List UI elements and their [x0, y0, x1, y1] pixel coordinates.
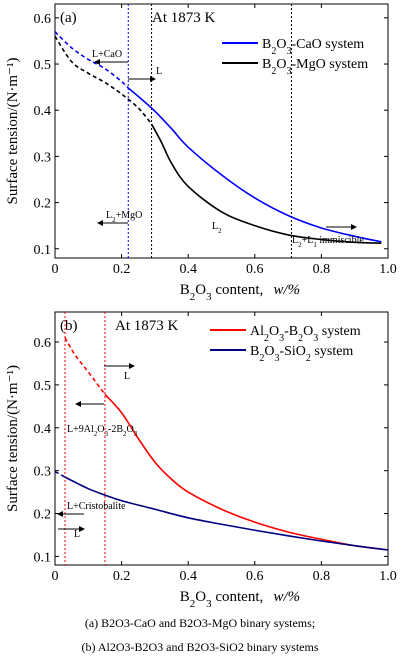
- x-tick-label: 0: [52, 569, 59, 584]
- panel-a: 0 0.2 0.4 0.6 0.8 1.0 0.1 0.2 0.3 0.4 0.5 0.6 B2O3 c…: [5, 3, 397, 303]
- panel-label: (a): [60, 10, 77, 26]
- x-axis-label: B2O3 content,: [180, 589, 264, 610]
- x-tick-label: 0.8: [313, 569, 331, 584]
- y-tick-label: 0.2: [34, 197, 52, 212]
- y-axis-label: Surface tension/(N·m⁻¹): [5, 58, 21, 205]
- legend-label-0: B2O3-CaO system: [262, 37, 364, 57]
- legend-label-0: Al2O3-B2O3 system: [250, 324, 361, 344]
- temperature-annotation: At 1873 K: [115, 318, 179, 334]
- phase-region-label-3: L2: [212, 221, 222, 235]
- series-1-metastable-line: [54, 35, 153, 125]
- x-tick-label: 0.6: [246, 569, 264, 584]
- phase-region-label-3: L: [74, 529, 80, 540]
- plot-frame: [54, 311, 389, 566]
- x-tick-label: 0.8: [313, 262, 331, 277]
- panel-label: (b): [60, 318, 78, 334]
- y-tick-label: 0.5: [34, 58, 52, 73]
- series-1-line: [150, 123, 382, 245]
- phase-region-label-1: L: [156, 66, 162, 77]
- panel-b: 0 0.2 0.4 0.6 0.8 1.0 0.1 0.2 0.3 0.4 0.5 0.6 B2O3 c…: [5, 311, 397, 610]
- temperature-annotation: At 1873 K: [152, 10, 216, 26]
- y-tick-label: 0.4: [34, 104, 52, 119]
- x-axis-label: B2O3 content,: [180, 282, 264, 303]
- series-1-metastable-line: [54, 470, 66, 478]
- x-tick-label: 1.0: [379, 262, 397, 277]
- plot-frame: [54, 3, 389, 259]
- caption-a: (a) B2O3-CaO and B2O3-MgO binary systems…: [84, 616, 316, 630]
- y-tick-label: 0.3: [34, 465, 52, 480]
- legend-label-1: B2O3-SiO2 system: [250, 344, 353, 364]
- series-0-line: [127, 87, 382, 243]
- y-tick-label: 0.6: [34, 12, 52, 27]
- x-tick-label: 0.2: [113, 569, 131, 584]
- x-tick-label: 0.4: [179, 569, 197, 584]
- phase-region-label-0: L+CaO: [92, 49, 122, 60]
- y-tick-label: 0.5: [34, 379, 52, 394]
- phase-region-label-4: L2+L1 immiscible: [292, 235, 364, 249]
- phase-region-label-2: L2+MgO: [106, 210, 142, 224]
- y-tick-label: 0.1: [34, 550, 52, 565]
- x-tick-label: 0.4: [179, 262, 197, 277]
- y-tick-label: 0.3: [34, 150, 52, 165]
- series-0-metastable-line: [64, 337, 106, 395]
- phase-region-label-2: L+Cristobalite: [67, 501, 126, 512]
- y-tick-label: 0.4: [34, 422, 52, 437]
- y-axis-label: Surface tension/(N·m⁻¹): [5, 365, 21, 512]
- series-0-line: [104, 393, 389, 551]
- legend-label-1: B2O3-MgO system: [262, 57, 368, 77]
- x-tick-label: 0.2: [113, 262, 131, 277]
- phase-region-label-0: L: [124, 371, 130, 382]
- y-tick-label: 0.1: [34, 243, 52, 258]
- series-1-line: [64, 476, 389, 551]
- x-tick-label: 0.6: [246, 262, 264, 277]
- y-tick-label: 0.6: [34, 336, 52, 351]
- x-axis-unit: w/%: [274, 282, 301, 298]
- phase-region-label-1: L+9Al2O3-2B2O3: [67, 424, 138, 438]
- x-axis-unit: w/%: [274, 589, 301, 605]
- y-tick-label: 0.2: [34, 508, 52, 523]
- x-tick-label: 0: [52, 262, 59, 277]
- x-tick-label: 1.0: [379, 569, 397, 584]
- caption-b: (b) Al2O3-B2O3 and B2O3-SiO2 binary syst…: [81, 640, 319, 654]
